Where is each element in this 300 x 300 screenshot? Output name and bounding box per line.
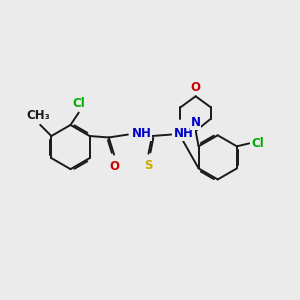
Text: O: O: [191, 81, 201, 94]
Text: N: N: [191, 116, 201, 129]
Text: O: O: [109, 160, 119, 173]
Text: S: S: [144, 159, 152, 172]
Text: Cl: Cl: [251, 137, 264, 150]
Text: NH: NH: [131, 128, 151, 140]
Text: NH: NH: [174, 128, 194, 140]
Text: CH₃: CH₃: [26, 109, 50, 122]
Text: Cl: Cl: [72, 97, 85, 110]
